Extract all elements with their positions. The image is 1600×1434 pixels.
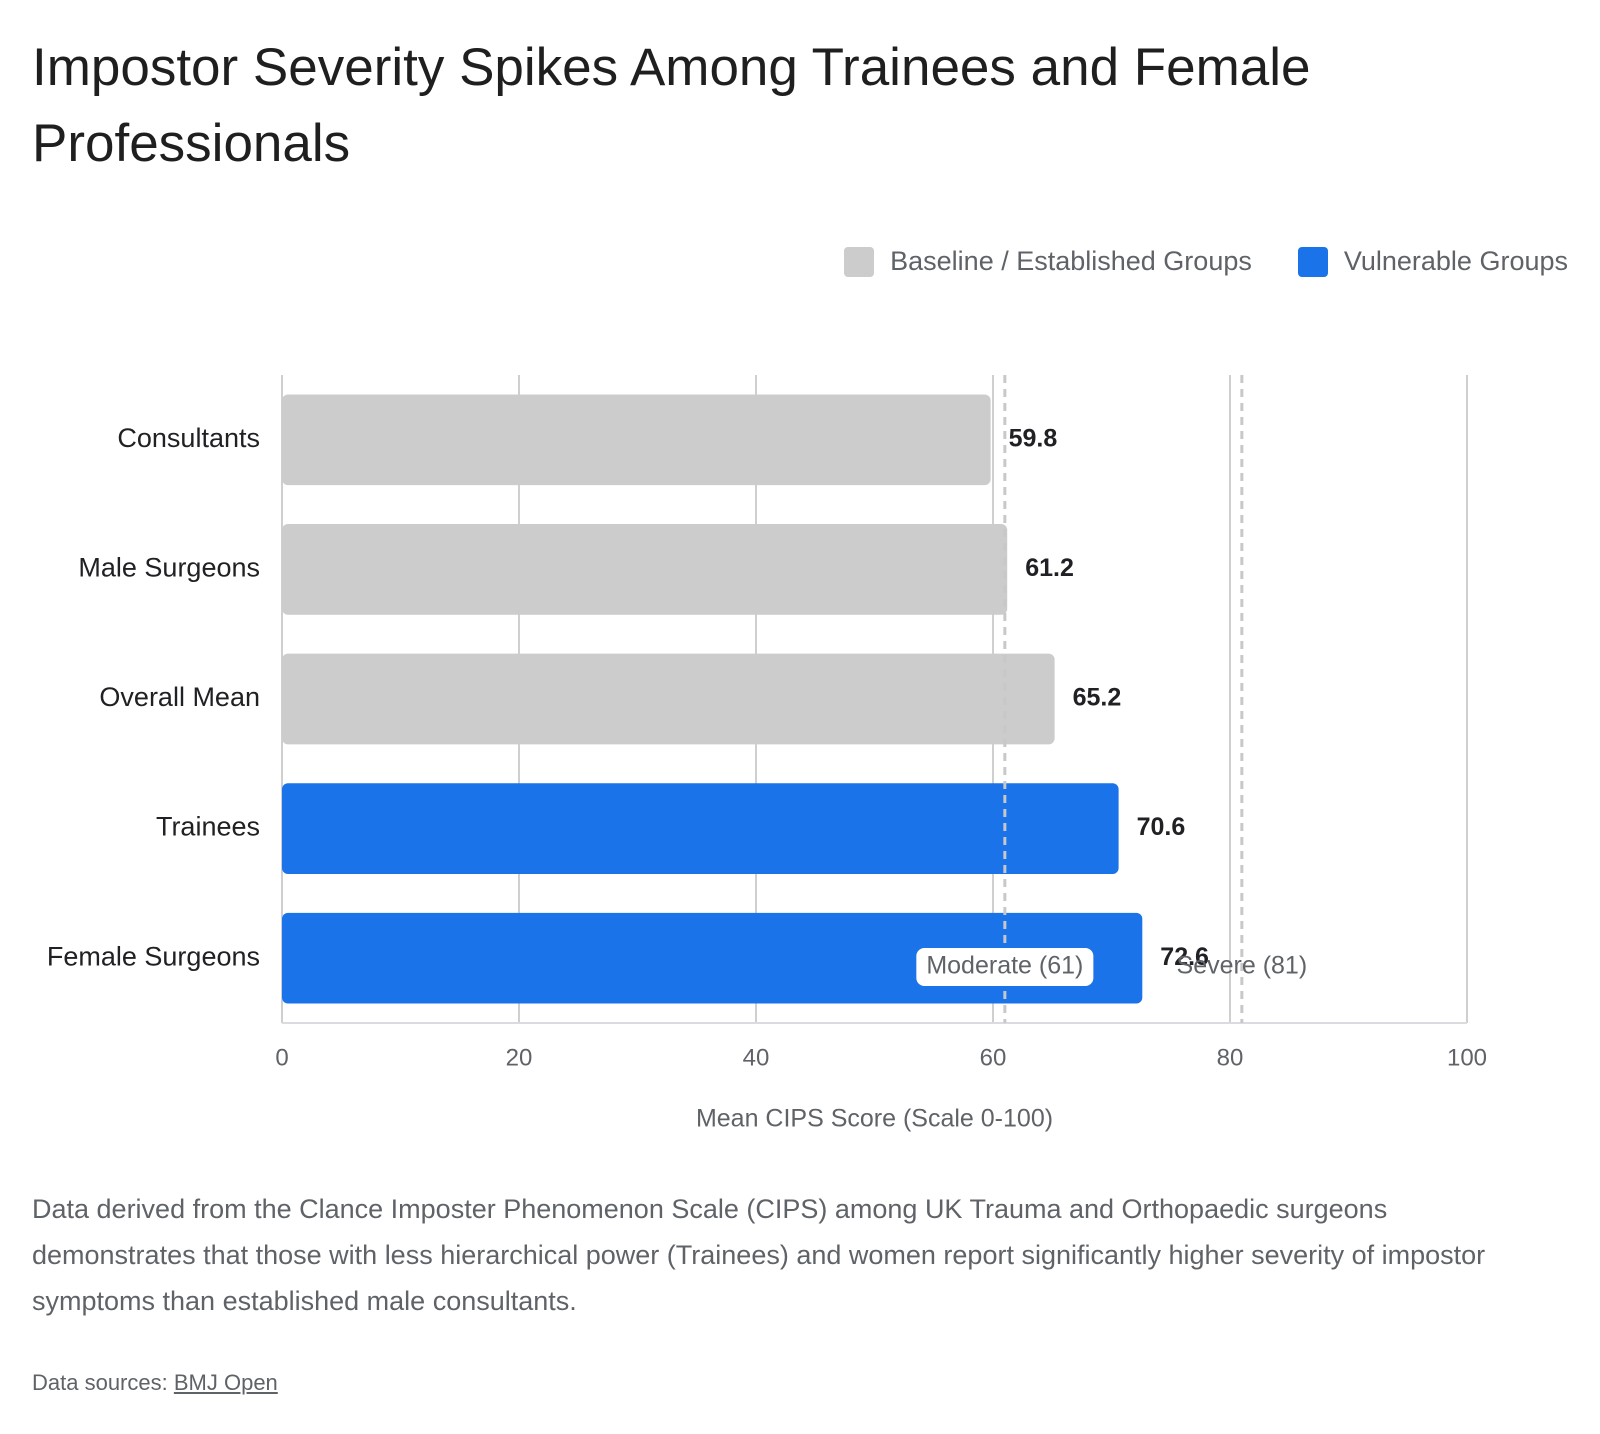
value-label: 72.6 <box>1160 943 1209 971</box>
chart-title: Impostor Severity Spikes Among Trainees … <box>32 38 1311 173</box>
legend-item: Baseline / Established Groups <box>844 246 1252 277</box>
x-tick-label: 60 <box>980 1044 1007 1071</box>
x-tick-label: 40 <box>743 1044 770 1071</box>
legend-item: Vulnerable Groups <box>1297 246 1568 277</box>
value-label: 65.2 <box>1073 684 1122 712</box>
source-link[interactable]: BMJ Open <box>173 1370 278 1395</box>
y-tick-label: Trainees <box>156 812 260 842</box>
source: Data sources: BMJ Open <box>32 1370 278 1396</box>
x-axis-label: Mean CIPS Score (Scale 0-100) <box>696 1105 1053 1133</box>
legend-label: Vulnerable Groups <box>1343 246 1568 276</box>
legend-swatch <box>1297 246 1328 277</box>
bar <box>282 653 1055 745</box>
chart: 0 20 40 60 80 100 Mean CIPS Score (Scale 0-100… <box>47 375 1487 1133</box>
value-label: 70.6 <box>1137 813 1186 841</box>
legend: Baseline / Established Groups Vulnerable … <box>844 246 1568 277</box>
reference-label: Severe (81) <box>1177 952 1308 980</box>
value-label: 59.8 <box>1009 424 1058 452</box>
legend-swatch <box>844 246 875 277</box>
reference-label: Moderate (61) <box>926 952 1083 980</box>
reference-label-group: Moderate (61) <box>916 948 1094 986</box>
legend-label: Baseline / Established Groups <box>890 246 1252 276</box>
y-tick-label: Consultants <box>117 423 260 453</box>
reference-label-bg <box>916 948 1094 986</box>
description: Data derived from the Clance Imposter Ph… <box>32 1194 1486 1316</box>
bar <box>282 394 991 486</box>
x-tick-label: 0 <box>275 1044 288 1071</box>
source-label: Data sources: <box>32 1370 168 1395</box>
y-tick-label: Overall Mean <box>99 682 260 712</box>
value-label: 61.2 <box>1025 554 1074 582</box>
x-tick-label: 100 <box>1447 1044 1487 1071</box>
x-tick-label: 80 <box>1217 1044 1244 1071</box>
y-tick-label: Female Surgeons <box>47 941 260 971</box>
y-tick-label: Male Surgeons <box>78 553 260 583</box>
bar <box>282 524 1008 615</box>
x-tick-label: 20 <box>506 1044 533 1071</box>
bar <box>282 783 1119 874</box>
